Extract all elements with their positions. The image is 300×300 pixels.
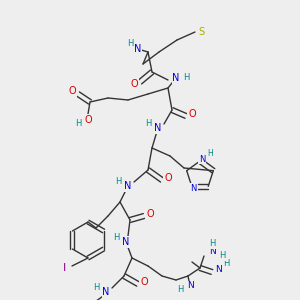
Text: N: N [154, 123, 162, 133]
Text: N: N [134, 44, 142, 54]
Text: N: N [190, 184, 197, 193]
Text: O: O [84, 115, 92, 125]
Text: H: H [209, 239, 215, 248]
Text: N: N [199, 154, 205, 164]
Text: H: H [75, 118, 81, 127]
Text: N: N [122, 237, 130, 247]
Text: O: O [188, 109, 196, 119]
Text: S: S [198, 27, 204, 37]
Text: H: H [145, 119, 151, 128]
Text: O: O [68, 86, 76, 96]
Text: H: H [223, 260, 229, 268]
Text: O: O [164, 173, 172, 183]
Text: O: O [130, 79, 138, 89]
Text: H: H [207, 148, 213, 158]
Text: H: H [113, 233, 119, 242]
Text: O: O [140, 277, 148, 287]
Text: N: N [172, 73, 180, 83]
Text: N: N [102, 287, 110, 297]
Text: O: O [146, 209, 154, 219]
Text: I: I [62, 263, 66, 273]
Text: H: H [127, 40, 133, 49]
Text: H: H [115, 178, 121, 187]
Text: N: N [124, 181, 132, 191]
Text: N: N [214, 266, 221, 274]
Text: H: H [93, 284, 99, 292]
Text: H: H [219, 251, 225, 260]
Text: N: N [187, 281, 194, 290]
Text: N: N [208, 248, 215, 256]
Text: H: H [183, 74, 189, 82]
Text: O: O [84, 115, 92, 125]
Text: H: H [177, 286, 183, 295]
